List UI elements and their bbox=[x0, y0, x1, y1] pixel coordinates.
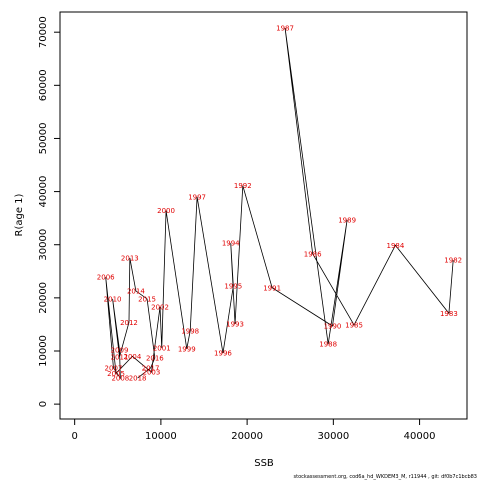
point-label: 2003 bbox=[142, 369, 160, 377]
x-tick-label: 40000 bbox=[404, 431, 436, 442]
point-label: 1998 bbox=[181, 327, 199, 335]
x-axis-title: SSB bbox=[254, 458, 274, 469]
y-tick-label: 70000 bbox=[38, 16, 49, 48]
y-tick-label: 40000 bbox=[38, 176, 49, 208]
point-label: 1994 bbox=[222, 240, 240, 248]
point-label: 1992 bbox=[234, 182, 252, 190]
point-label: 1984 bbox=[387, 242, 405, 250]
point-label: 1987 bbox=[276, 24, 294, 32]
point-label: 1996 bbox=[214, 350, 232, 358]
point-label: 1985 bbox=[345, 321, 363, 329]
x-tick-label: 0 bbox=[71, 431, 77, 442]
point-label: 2004 bbox=[124, 353, 142, 361]
point-label: 2012 bbox=[120, 319, 138, 327]
point-label: 2008 bbox=[111, 375, 129, 383]
point-label: 2007 bbox=[105, 364, 123, 372]
point-label: 2006 bbox=[97, 274, 115, 282]
point-label: 2017 bbox=[142, 364, 160, 372]
point-label: 1986 bbox=[304, 250, 322, 258]
point-label: 2011 bbox=[111, 353, 129, 361]
x-tick-label: 10000 bbox=[145, 431, 177, 442]
point-label: 1991 bbox=[263, 284, 281, 292]
point-label: 1990 bbox=[324, 323, 342, 331]
point-label: 2000 bbox=[157, 207, 175, 215]
x-tick-label: 30000 bbox=[317, 431, 349, 442]
point-label: 2018 bbox=[129, 375, 147, 383]
point-label: 2016 bbox=[146, 354, 164, 362]
point-label: 1993 bbox=[226, 320, 244, 328]
point-label: 2005 bbox=[107, 370, 125, 378]
point-label: 2001 bbox=[153, 344, 171, 352]
y-axis-title: R(age 1) bbox=[14, 193, 25, 236]
y-tick-label: 50000 bbox=[38, 123, 49, 155]
x-tick-label: 20000 bbox=[231, 431, 263, 442]
footnote: stockassessment.org, cod6a_hd_WKDEM3_M, … bbox=[294, 474, 477, 480]
y-tick-label: 30000 bbox=[38, 229, 49, 261]
series-line bbox=[105, 27, 454, 380]
y-tick-label: 20000 bbox=[38, 282, 49, 314]
point-label: 2014 bbox=[127, 287, 145, 295]
point-label: 2010 bbox=[104, 295, 122, 303]
y-tick-label: 0 bbox=[38, 401, 49, 407]
point-label: 1997 bbox=[188, 193, 206, 201]
point-label: 2009 bbox=[111, 346, 129, 354]
y-tick-label: 10000 bbox=[38, 335, 49, 367]
point-label: 1982 bbox=[444, 257, 462, 265]
point-label: 1999 bbox=[178, 345, 196, 353]
point-label: 1995 bbox=[224, 283, 242, 291]
point-label: 2002 bbox=[151, 303, 169, 311]
point-label: 1989 bbox=[338, 216, 356, 224]
point-label: 1983 bbox=[440, 310, 458, 318]
point-label: 1988 bbox=[319, 341, 337, 349]
point-label: 2013 bbox=[121, 255, 139, 263]
point-label: 2015 bbox=[138, 295, 156, 303]
y-tick-label: 60000 bbox=[38, 69, 49, 101]
plot-frame bbox=[59, 11, 468, 420]
